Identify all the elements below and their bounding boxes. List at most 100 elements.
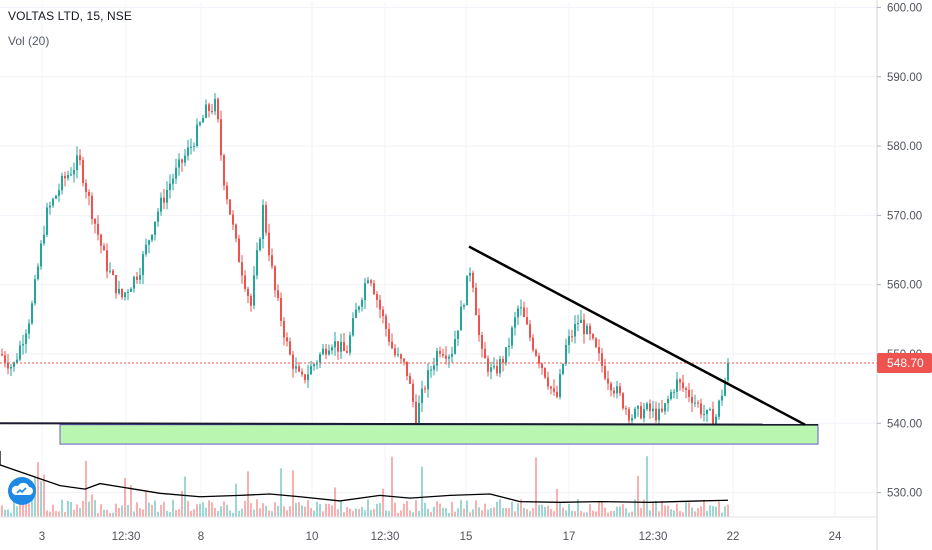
volume-bar: [625, 508, 627, 517]
volume-bar: [448, 512, 450, 517]
candle-body: [262, 205, 264, 240]
volume-bar: [142, 509, 144, 517]
candle-body: [565, 344, 567, 364]
volume-bar: [25, 503, 27, 517]
candle-body: [514, 317, 516, 328]
volume-bar: [7, 509, 9, 517]
candle-body: [7, 362, 9, 369]
candle-body: [319, 354, 321, 363]
candle-body: [676, 379, 678, 392]
candle-body: [10, 366, 12, 369]
tradingview-cloud-icon[interactable]: [8, 477, 36, 505]
volume-bar: [568, 503, 570, 517]
volume-bar: [430, 512, 432, 517]
symbol-title[interactable]: VOLTAS LTD, 15, NSE: [8, 9, 132, 23]
candle-body: [454, 338, 456, 354]
time-tick-label: 3: [39, 531, 45, 543]
candle-body: [358, 306, 360, 310]
volume-bar: [79, 508, 81, 517]
candle-body: [295, 366, 297, 369]
volume-bar: [667, 505, 669, 517]
candle-body: [541, 363, 543, 368]
volume-bar: [649, 510, 651, 517]
candle-body: [334, 341, 336, 348]
candle-body: [43, 234, 45, 244]
volume-bar: [1, 505, 3, 517]
volume-bar: [100, 504, 102, 517]
volume-bar: [268, 510, 270, 517]
volume-bar: [712, 506, 714, 517]
candle-body: [103, 245, 105, 251]
volume-bar: [106, 509, 108, 517]
time-axis[interactable]: 3 12:30 8 10 12:30 15 17 12:30 22 24: [39, 531, 842, 543]
volume-bar: [508, 508, 510, 517]
candle-body: [247, 288, 249, 296]
volume-bar: [43, 474, 45, 517]
candle-body: [688, 389, 690, 397]
volume-bar: [676, 503, 678, 517]
candle-body: [610, 383, 612, 391]
volume-bar: [28, 503, 30, 517]
volume-bar: [610, 510, 612, 517]
volume-bar: [442, 507, 444, 517]
price-axis[interactable]: 600.00590.00580.00570.00560.00550.00540.…: [877, 2, 922, 500]
volume-bar: [241, 508, 243, 517]
volume-bar: [565, 510, 567, 517]
volume-bar: [139, 508, 141, 517]
volume-bar: [325, 503, 327, 517]
volume-bar: [688, 502, 690, 517]
candle-body: [118, 288, 120, 294]
volume-bar: [382, 488, 384, 517]
volume-ma-line: [0, 451, 729, 503]
candle-body: [583, 319, 585, 335]
volume-bar: [343, 512, 345, 517]
candle-body: [259, 239, 261, 251]
candle-body: [46, 207, 48, 235]
volume-bar: [262, 503, 264, 517]
volume-bar: [10, 512, 12, 517]
volume-bar: [16, 506, 18, 517]
candle-body: [25, 333, 27, 344]
volume-bar: [4, 509, 6, 517]
volume-bar: [121, 505, 123, 517]
candle-body: [589, 325, 591, 335]
volume-bar: [328, 503, 330, 517]
candle-body: [658, 408, 660, 421]
candle-body: [127, 291, 129, 293]
volume-indicator-label[interactable]: Vol (20): [8, 34, 50, 48]
volume-bar: [409, 510, 411, 517]
candle-body: [424, 388, 426, 390]
candle-body: [484, 348, 486, 359]
candle-body: [52, 198, 54, 206]
candle-body: [709, 409, 711, 411]
time-tick-label: 24: [829, 531, 842, 543]
volume-bar: [103, 509, 105, 517]
candle-body: [634, 408, 636, 419]
candle-body: [58, 190, 60, 196]
candle-body: [568, 336, 570, 345]
price-tick-label: 530.00: [887, 488, 922, 500]
candle-body: [661, 408, 663, 412]
volume-bar: [364, 510, 366, 517]
volume-bar: [721, 512, 723, 517]
volume-bar: [505, 508, 507, 517]
candle-body: [655, 408, 657, 421]
volume-bar: [154, 500, 156, 517]
candle-body: [469, 272, 471, 276]
candle-body: [559, 374, 561, 397]
volume-bar: [175, 510, 177, 517]
candle-body: [601, 353, 603, 366]
volume-bar: [379, 502, 381, 517]
volume-bar: [517, 503, 519, 517]
candle-body: [727, 363, 729, 381]
candle-body: [598, 347, 600, 354]
candle-body: [679, 379, 681, 383]
time-tick-label: 12:30: [639, 531, 668, 543]
volume-bar: [457, 508, 459, 517]
candle-body: [361, 299, 363, 307]
volume-bar: [496, 501, 498, 517]
volume-bar: [394, 502, 396, 517]
candle-body: [364, 283, 366, 300]
candle-body: [448, 356, 450, 359]
